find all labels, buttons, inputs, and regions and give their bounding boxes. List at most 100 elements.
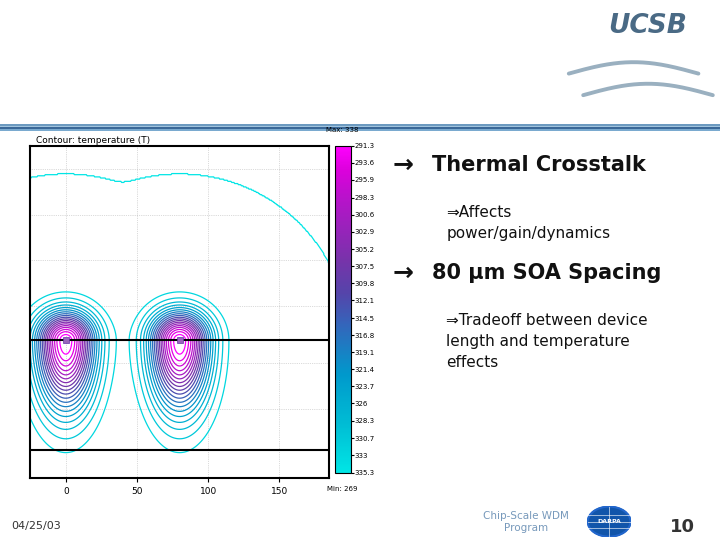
Bar — [0, 124, 720, 126]
Bar — [0, 125, 720, 126]
Bar — [0, 125, 720, 126]
Bar — [0, 125, 720, 126]
Bar — [0, 125, 720, 126]
Bar — [0, 125, 720, 126]
Bar — [0, 125, 720, 126]
Bar — [0, 125, 720, 126]
Text: UCSB: UCSB — [608, 13, 688, 39]
Bar — [0, 125, 720, 126]
Bar — [0, 125, 720, 126]
Bar — [0, 125, 720, 126]
Bar — [0, 125, 720, 126]
Bar — [0, 125, 720, 126]
Bar — [0, 125, 720, 127]
Bar — [0, 125, 720, 126]
Text: Chip-Scale WDM
Program: Chip-Scale WDM Program — [482, 511, 569, 534]
Text: →: → — [392, 261, 413, 285]
Bar — [0, 125, 720, 126]
Bar — [0, 125, 720, 126]
Bar — [0, 125, 720, 126]
Circle shape — [588, 507, 631, 537]
Bar — [0, 125, 720, 126]
Bar — [0, 125, 720, 126]
Bar — [0, 125, 720, 126]
Bar — [0, 126, 720, 127]
Text: Interferometer Design: Interferometer Design — [18, 79, 402, 107]
Bar — [0, 125, 720, 126]
Text: Min: 269: Min: 269 — [328, 485, 358, 491]
Text: 10: 10 — [670, 517, 695, 536]
Bar — [0, 125, 720, 126]
Bar — [0, 125, 720, 126]
Text: Contour: temperature (T): Contour: temperature (T) — [36, 136, 150, 145]
Bar — [0, 125, 720, 127]
Bar — [0, 124, 720, 126]
Bar — [0, 125, 720, 126]
Bar — [0, 125, 720, 126]
Text: 80 μm SOA Spacing: 80 μm SOA Spacing — [432, 262, 662, 283]
Bar — [0, 125, 720, 126]
Bar — [0, 125, 720, 126]
Bar — [0, 124, 720, 126]
Bar — [0, 125, 720, 126]
Bar — [0, 125, 720, 126]
Bar — [0, 125, 720, 126]
Bar — [0, 125, 720, 126]
Bar — [0, 125, 720, 126]
Bar — [0, 125, 720, 127]
Bar — [0, 125, 720, 126]
Bar — [0, 125, 720, 126]
Bar — [0, 125, 720, 126]
Bar — [0, 125, 720, 126]
Bar — [0, 125, 720, 126]
Bar — [0, 125, 720, 127]
Bar — [0, 124, 720, 126]
Bar — [0, 125, 720, 127]
Bar — [0, 125, 720, 126]
Bar — [0, 125, 720, 126]
Bar — [0, 125, 720, 126]
Text: →: → — [392, 153, 413, 177]
Bar — [0, 126, 720, 127]
Bar — [0, 125, 720, 127]
Bar — [0, 126, 720, 127]
Text: Max: 338: Max: 338 — [326, 127, 359, 133]
Bar — [0, 127, 720, 129]
Bar — [0, 125, 720, 126]
Bar — [0, 125, 720, 127]
Bar — [0, 125, 720, 126]
Bar — [0, 125, 720, 126]
Bar — [0, 124, 720, 126]
Bar — [0, 125, 720, 126]
Bar — [0, 125, 720, 126]
Bar — [0, 125, 720, 126]
Text: ⇒Affects
power/gain/dynamics: ⇒Affects power/gain/dynamics — [446, 205, 611, 241]
Bar — [0, 125, 720, 127]
Bar — [0, 125, 720, 126]
Bar — [0, 125, 720, 126]
Bar — [0, 125, 720, 126]
Bar — [0, 125, 720, 126]
Bar — [0, 126, 720, 127]
Bar — [0, 125, 720, 127]
Bar — [0, 126, 720, 127]
Bar — [0, 125, 720, 126]
Bar — [0, 125, 720, 126]
Text: 04/25/03: 04/25/03 — [11, 522, 60, 531]
Bar — [0, 125, 720, 126]
Bar — [0, 125, 720, 126]
Bar — [0, 125, 720, 127]
Bar — [0, 124, 720, 126]
Bar — [0, 126, 720, 127]
Text: ⇒Tradeoff between device
length and temperature
effects: ⇒Tradeoff between device length and temp… — [446, 313, 648, 370]
Bar — [0, 124, 720, 126]
Bar — [0, 125, 720, 126]
Bar — [0, 125, 720, 126]
Bar — [0, 129, 720, 131]
Bar — [0, 125, 720, 127]
Bar — [0, 125, 720, 126]
Bar — [0, 125, 720, 126]
Bar — [0, 125, 720, 127]
Bar — [0, 125, 720, 126]
Text: Thermal Crosstalk: Thermal Crosstalk — [432, 154, 646, 175]
